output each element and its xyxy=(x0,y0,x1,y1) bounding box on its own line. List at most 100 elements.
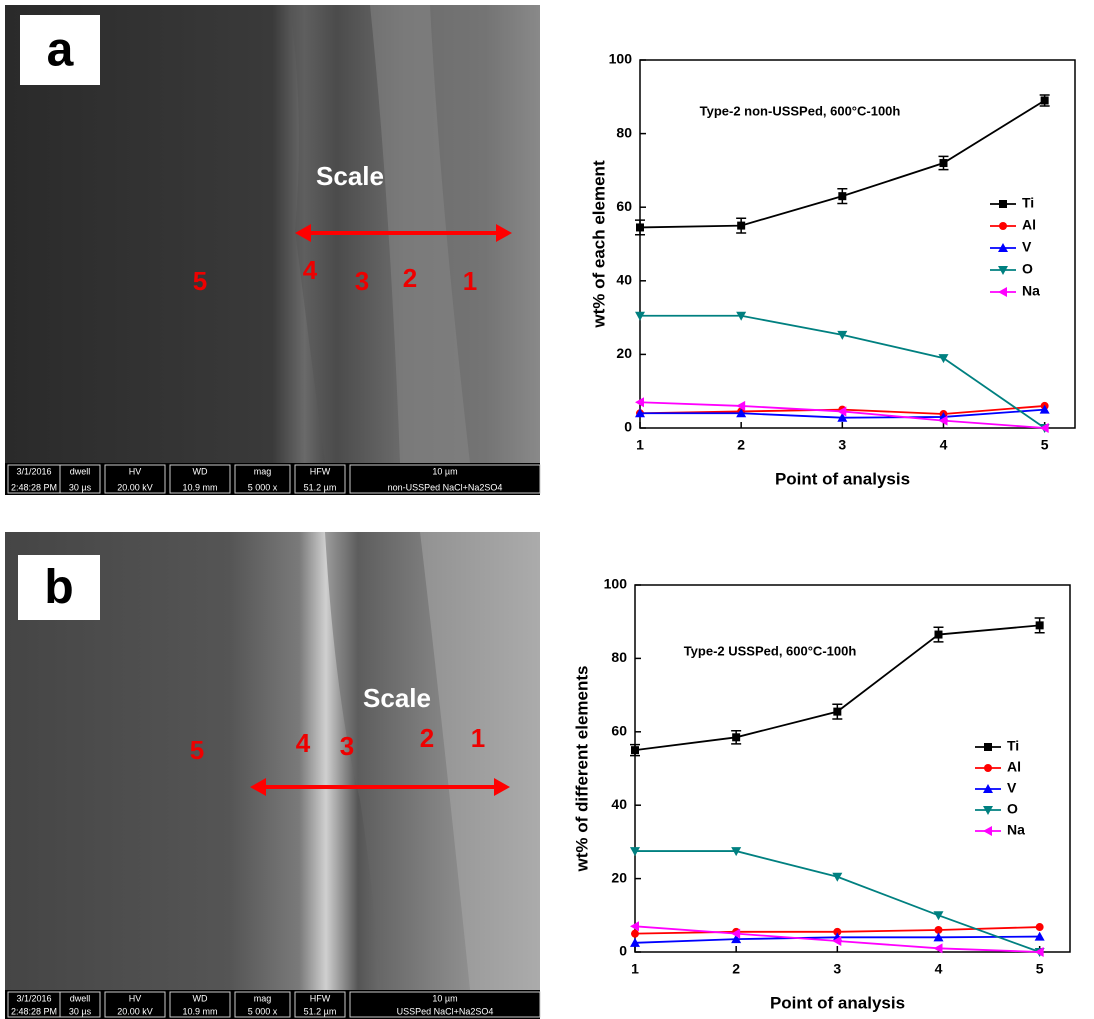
legend-marker xyxy=(998,287,1007,297)
x-axis-label: Point of analysis xyxy=(770,993,905,1012)
y-tick-label: 100 xyxy=(604,576,628,592)
info-text: HV xyxy=(129,466,142,476)
scale-label: Scale xyxy=(316,161,384,191)
data-point xyxy=(838,192,846,200)
y-axis-label: wt% of different elements xyxy=(572,666,591,873)
data-point xyxy=(1036,923,1044,931)
x-tick-label: 2 xyxy=(732,961,740,977)
point-label: 1 xyxy=(471,723,485,753)
y-tick-label: 80 xyxy=(616,124,632,140)
legend-label: Na xyxy=(1007,822,1025,838)
legend-label: Ti xyxy=(1007,738,1019,754)
data-point xyxy=(1036,621,1044,629)
point-label: 2 xyxy=(420,723,434,753)
y-tick-label: 40 xyxy=(616,272,632,288)
x-tick-label: 1 xyxy=(636,437,644,453)
info-text: mag xyxy=(254,466,272,476)
legend-label: Al xyxy=(1007,759,1021,775)
info-text: USSPed NaCl+Na2SO4 xyxy=(397,1006,494,1016)
data-point xyxy=(934,631,942,639)
legend-marker xyxy=(999,200,1007,208)
data-point xyxy=(1041,96,1049,104)
point-label: 4 xyxy=(303,255,318,285)
data-point xyxy=(737,222,745,230)
point-label: 4 xyxy=(296,728,311,758)
x-tick-label: 3 xyxy=(838,437,846,453)
y-axis-label: wt% of each element xyxy=(589,160,608,329)
info-text: dwell xyxy=(70,466,91,476)
legend-label: V xyxy=(1007,780,1017,796)
info-text: 10 µm xyxy=(432,466,457,476)
x-tick-label: 2 xyxy=(737,437,745,453)
info-text: WD xyxy=(193,993,208,1003)
data-point xyxy=(732,733,740,741)
data-point xyxy=(636,223,644,231)
y-tick-label: 40 xyxy=(611,796,627,812)
x-tick-label: 3 xyxy=(833,961,841,977)
info-text: non-USSPed NaCl+Na2SO4 xyxy=(388,482,503,492)
info-text: 10.9 mm xyxy=(182,1006,217,1016)
x-axis-label: Point of analysis xyxy=(775,469,910,488)
info-text: 10 µm xyxy=(432,993,457,1003)
y-tick-label: 20 xyxy=(611,869,627,885)
info-text: 3/1/2016 xyxy=(16,993,51,1003)
info-text: 51.2 µm xyxy=(304,482,337,492)
info-text: 5 000 x xyxy=(248,1006,278,1016)
info-text: 2:48:28 PM xyxy=(11,1006,57,1016)
panel-label: b xyxy=(44,561,73,614)
legend-marker xyxy=(984,764,992,772)
legend-label: Ti xyxy=(1022,195,1034,211)
legend-marker xyxy=(984,743,992,751)
point-label: 5 xyxy=(190,735,204,765)
series-line xyxy=(640,100,1045,227)
info-text: 20.00 kV xyxy=(117,1006,153,1016)
legend-label: O xyxy=(1007,801,1018,817)
info-text: 10.9 mm xyxy=(182,482,217,492)
x-tick-label: 4 xyxy=(935,961,943,977)
point-label: 2 xyxy=(403,263,417,293)
info-text: dwell xyxy=(70,993,91,1003)
info-text: 3/1/2016 xyxy=(16,466,51,476)
legend-label: V xyxy=(1022,239,1032,255)
y-tick-label: 60 xyxy=(616,198,632,214)
y-tick-label: 100 xyxy=(609,51,633,67)
legend-marker xyxy=(983,826,992,836)
point-label: 3 xyxy=(340,731,354,761)
legend-label: Na xyxy=(1022,283,1040,299)
info-text: HFW xyxy=(310,466,331,476)
info-text: 5 000 x xyxy=(248,482,278,492)
info-text: 20.00 kV xyxy=(117,482,153,492)
info-text: 30 µs xyxy=(69,1006,92,1016)
panel-label: a xyxy=(47,24,74,77)
y-tick-label: 0 xyxy=(619,943,627,959)
data-point xyxy=(631,746,639,754)
point-label: 1 xyxy=(463,266,477,296)
figure: aScale543213/1/20162:48:28 PMdwell30 µsH… xyxy=(0,0,1094,1019)
legend-marker xyxy=(999,222,1007,230)
info-text: HFW xyxy=(310,993,331,1003)
x-tick-label: 5 xyxy=(1036,961,1044,977)
x-tick-label: 4 xyxy=(940,437,948,453)
x-tick-label: 5 xyxy=(1041,437,1049,453)
legend-label: O xyxy=(1022,261,1033,277)
data-point xyxy=(939,159,947,167)
info-text: 30 µs xyxy=(69,482,92,492)
point-label: 5 xyxy=(193,266,207,296)
annotation: Type-2 USSPed, 600°C-100h xyxy=(684,643,857,658)
y-tick-label: 80 xyxy=(611,649,627,665)
info-text: 2:48:28 PM xyxy=(11,482,57,492)
y-tick-label: 20 xyxy=(616,345,632,361)
scale-label: Scale xyxy=(363,683,431,713)
data-point xyxy=(833,708,841,716)
info-text: WD xyxy=(193,466,208,476)
plot-frame xyxy=(635,585,1070,952)
y-tick-label: 0 xyxy=(624,419,632,435)
data-point xyxy=(938,354,948,363)
point-label: 3 xyxy=(355,266,369,296)
info-text: mag xyxy=(254,993,272,1003)
legend-label: Al xyxy=(1022,217,1036,233)
data-point xyxy=(631,930,639,938)
info-text: 51.2 µm xyxy=(304,1006,337,1016)
annotation: Type-2 non-USSPed, 600°C-100h xyxy=(700,103,901,118)
x-tick-label: 1 xyxy=(631,961,639,977)
